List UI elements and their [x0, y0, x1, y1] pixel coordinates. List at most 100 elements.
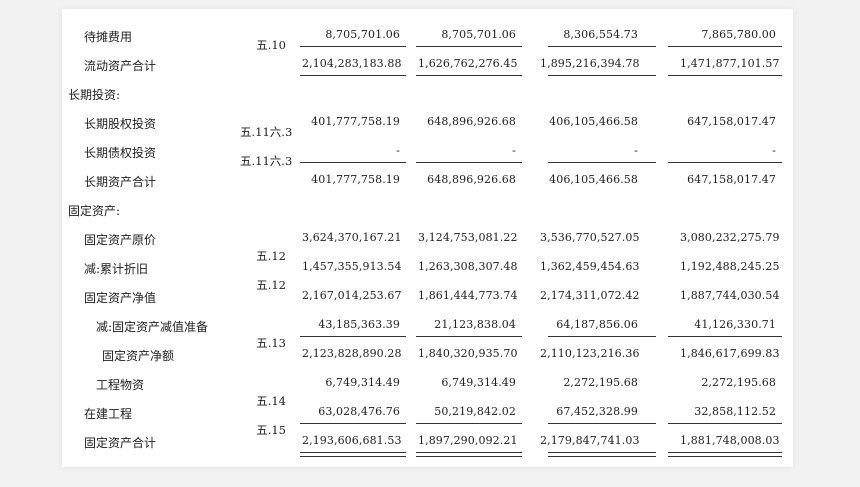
amount-cell: 21,123,838.04	[434, 318, 516, 331]
underline	[548, 423, 656, 424]
row-label: 减:固定资产减值准备	[96, 320, 209, 334]
amount-cell: 8,705,701.06	[441, 28, 516, 41]
underline	[416, 75, 522, 76]
row-label: 流动资产合计	[84, 59, 157, 73]
note-reference: 五.15	[256, 423, 286, 437]
amount-cell: 6,749,314.49	[441, 376, 516, 389]
amount-cell: 647,158,017.47	[687, 173, 776, 186]
note-reference: 五.12	[256, 278, 286, 292]
amount-cell: 2,104,283,183.88	[302, 57, 402, 70]
amount-cell: 64,187,856.06	[556, 318, 638, 331]
amount-cell: 2,272,195.68	[701, 376, 776, 389]
amount-cell: 50,219,842.02	[434, 405, 516, 418]
row-label: 固定资产原价	[84, 233, 157, 247]
amount-cell: 1,457,355,913.54	[302, 260, 402, 273]
double-underline	[668, 452, 782, 457]
row-label: 长期投资:	[68, 88, 121, 102]
underline	[300, 336, 406, 337]
row-label: 固定资产净额	[102, 349, 175, 363]
row-label: 固定资产净值	[84, 291, 157, 305]
underline	[300, 162, 406, 163]
amount-cell: 1,263,308,307.48	[418, 260, 518, 273]
table-row: 长期债权投资五.11六.3 - - - -	[62, 135, 793, 168]
table-row: 流动资产合计 2,104,283,183.88 1,626,762,276.45 1,…	[62, 48, 793, 77]
table-row: 长期投资:	[62, 77, 793, 106]
amount-cell: 7,865,780.00	[701, 28, 776, 41]
amount-cell: 2,174,311,072.42	[540, 289, 640, 302]
amount-cell: 32,858,112.52	[694, 405, 776, 418]
amount-cell: 2,167,014,253.67	[302, 289, 402, 302]
row-label: 工程物资	[96, 378, 145, 392]
note-reference: 五.11六.3	[240, 125, 293, 139]
amount-cell: -	[396, 144, 400, 157]
note-reference: 五.14	[256, 394, 286, 408]
amount-cell: 2,179,847,741.03	[540, 434, 640, 447]
amount-cell: 6,749,314.49	[325, 376, 400, 389]
row-label: 长期债权投资	[84, 146, 157, 160]
underline	[300, 75, 406, 76]
row-label: 待摊费用	[84, 30, 133, 44]
underline	[668, 336, 782, 337]
amount-cell: 401,777,758.19	[311, 173, 400, 186]
table-row: 固定资产原价 3,624,370,167.21 3,124,753,081.22 3,…	[62, 222, 793, 251]
table-row: 工程物资 6,749,314.49 6,749,314.49 2,272,195.68…	[62, 367, 793, 396]
amount-cell: 1,362,459,454.63	[540, 260, 640, 273]
row-label: 固定资产:	[68, 204, 121, 218]
amount-cell: 1,840,320,935.70	[418, 347, 518, 360]
double-underline	[416, 452, 522, 457]
amount-cell: -	[512, 144, 516, 157]
amount-cell: 1,846,617,699.83	[680, 347, 780, 360]
table-row: 在建工程 五.14 63,028,476.76 50,219,842.02 67,452…	[62, 394, 793, 425]
underline	[300, 423, 406, 424]
amount-cell: 8,705,701.06	[325, 28, 400, 41]
amount-cell: 2,123,828,890.28	[302, 347, 402, 360]
row-label: 减:累计折旧	[84, 262, 149, 276]
underline	[300, 46, 406, 47]
note-reference: 五.11六.3	[240, 154, 293, 168]
underline	[548, 46, 656, 47]
note-reference: 五.10	[256, 38, 286, 52]
amount-cell: 1,895,216,394.78	[540, 57, 640, 70]
amount-cell: 1,861,444,773.74	[418, 289, 518, 302]
note-reference: 五.12	[256, 249, 286, 263]
row-label: 固定资产合计	[84, 436, 157, 450]
amount-cell: 1,192,488,245.25	[680, 260, 780, 273]
row-label: 在建工程	[84, 407, 133, 421]
amount-cell: 406,105,466.58	[549, 173, 638, 186]
double-underline	[300, 452, 406, 457]
amount-cell: 401,777,758.19	[311, 115, 400, 128]
double-underline	[548, 452, 656, 457]
underline	[668, 46, 782, 47]
balance-sheet-document: 待摊费用 五.10 8,705,701.06 8,705,701.06 8,306,55…	[62, 9, 793, 467]
amount-cell: 3,624,370,167.21	[302, 231, 402, 244]
underline	[668, 75, 782, 76]
table-row: 长期资产合计 401,777,758.19 648,896,926.68 406,10…	[62, 164, 793, 193]
row-label: 长期股权投资	[84, 117, 157, 131]
underline	[416, 423, 522, 424]
table-row: 固定资产净值 五.12 2,167,014,253.67 1,861,444,773.…	[62, 278, 793, 309]
amount-cell: 1,626,762,276.45	[418, 57, 518, 70]
amount-cell: 2,272,195.68	[563, 376, 638, 389]
amount-cell: 406,105,466.58	[549, 115, 638, 128]
amount-cell: -	[772, 144, 776, 157]
amount-cell: 67,452,328.99	[556, 405, 638, 418]
table-row: 减:累计折旧 五.12 1,457,355,913.54 1,263,308,307.…	[62, 249, 793, 280]
amount-cell: 648,896,926.68	[427, 173, 516, 186]
table-row: 长期股权投资五.11六.3 401,777,758.19 648,896,926.6…	[62, 106, 793, 139]
underline	[668, 423, 782, 424]
amount-cell: 41,126,330.71	[694, 318, 776, 331]
row-label: 长期资产合计	[84, 175, 157, 189]
amount-cell: 1,887,744,030.54	[680, 289, 780, 302]
underline	[416, 46, 522, 47]
underline	[548, 75, 656, 76]
underline	[416, 162, 522, 163]
amount-cell: 648,896,926.68	[427, 115, 516, 128]
amount-cell: -	[634, 144, 638, 157]
amount-cell: 2,110,123,216.36	[540, 347, 640, 360]
amount-cell: 1,881,748,008.03	[680, 434, 780, 447]
amount-cell: 63,028,476.76	[318, 405, 400, 418]
amount-cell: 3,124,753,081.22	[418, 231, 518, 244]
table-row: 固定资产合计 五.15 2,193,606,681.53 1,897,290,092.…	[62, 423, 793, 457]
amount-cell: 3,536,770,527.05	[540, 231, 640, 244]
table-row: 待摊费用 五.10 8,705,701.06 8,705,701.06 8,306,55…	[62, 19, 793, 52]
